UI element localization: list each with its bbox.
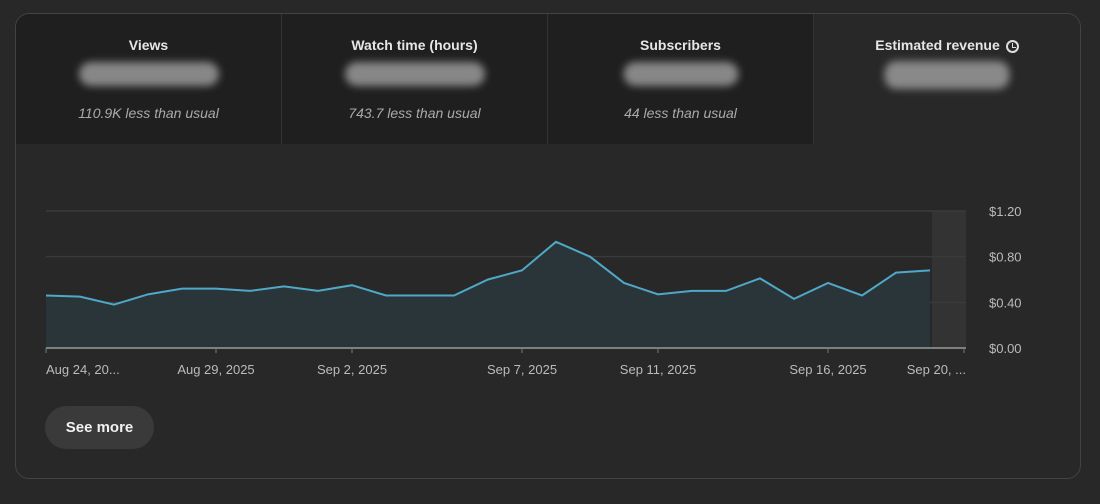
y-tick-label: $0.00 (989, 341, 1022, 356)
tab-estimated-revenue[interactable]: Estimated revenue (814, 14, 1080, 144)
x-tick-label: Sep 16, 2025 (789, 362, 866, 377)
tab-label: Estimated revenue (875, 37, 1000, 53)
analytics-card: Views 110.9K less than usual Watch time … (15, 13, 1081, 479)
see-more-button[interactable]: See more (45, 406, 154, 449)
x-tick-label: Sep 20, ... (907, 362, 966, 377)
tab-watch-time[interactable]: Watch time (hours) 743.7 less than usual (282, 14, 548, 144)
tab-comparison: 743.7 less than usual (348, 105, 481, 121)
redacted-value (623, 62, 738, 86)
redacted-value (344, 62, 485, 86)
x-tick-label: Sep 11, 2025 (620, 362, 696, 377)
x-tick-label: Sep 7, 2025 (487, 362, 557, 377)
tab-comparison: 44 less than usual (624, 105, 737, 121)
area-fill (46, 241, 930, 348)
tab-label: Views (128, 37, 169, 53)
x-tick-label: Aug 24, 20... (46, 362, 120, 377)
tab-comparison: 110.9K less than usual (78, 105, 219, 121)
clock-icon (1005, 40, 1019, 53)
partial-day-region (932, 211, 966, 348)
redacted-value (78, 62, 219, 86)
x-tick-label: Sep 2, 2025 (317, 362, 387, 377)
tab-views[interactable]: Views 110.9K less than usual (16, 14, 282, 144)
y-tick-label: $0.40 (989, 295, 1022, 310)
tab-label: Watch time (hours) (351, 37, 478, 53)
revenue-chart: $0.00 $0.40 $0.80 $1.20 Aug 24, 20... Aug 29,… (45, 204, 1022, 377)
y-tick-label: $0.80 (989, 250, 1022, 265)
redacted-value (884, 61, 1010, 89)
x-tick-label: Aug 29, 2025 (177, 362, 254, 377)
tab-label: Subscribers (640, 37, 721, 53)
tab-subscribers[interactable]: Subscribers 44 less than usual (548, 14, 814, 144)
y-tick-label: $1.20 (989, 204, 1022, 219)
metric-tabs: Views 110.9K less than usual Watch time … (16, 14, 1080, 144)
